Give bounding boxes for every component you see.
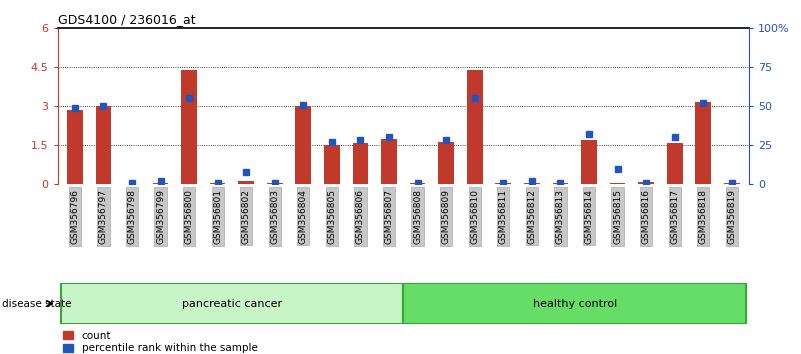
Text: disease state: disease state	[2, 298, 71, 309]
FancyBboxPatch shape	[61, 283, 403, 324]
Bar	[181, 70, 197, 184]
Bar	[524, 183, 540, 184]
Legend: count, percentile rank within the sample: count, percentile rank within the sample	[63, 331, 257, 354]
Bar	[324, 145, 340, 184]
Bar	[267, 183, 283, 184]
Bar	[438, 142, 454, 184]
Bar	[296, 106, 311, 184]
Text: healthy control: healthy control	[533, 298, 617, 309]
Bar	[410, 183, 425, 184]
Bar	[610, 183, 626, 184]
Bar	[666, 143, 682, 184]
Bar	[153, 183, 168, 184]
Bar	[496, 183, 511, 184]
Bar	[638, 182, 654, 184]
Text: GDS4100 / 236016_at: GDS4100 / 236016_at	[58, 13, 195, 26]
Bar	[724, 183, 739, 184]
Bar	[210, 183, 226, 184]
Bar	[352, 143, 368, 184]
Bar	[581, 141, 597, 184]
Bar	[553, 183, 568, 184]
Bar	[381, 139, 396, 184]
Bar	[239, 181, 254, 184]
Bar	[467, 70, 482, 184]
Bar	[695, 102, 711, 184]
Text: pancreatic cancer: pancreatic cancer	[182, 298, 282, 309]
FancyBboxPatch shape	[403, 283, 746, 324]
Bar	[67, 110, 83, 184]
Bar	[95, 106, 111, 184]
